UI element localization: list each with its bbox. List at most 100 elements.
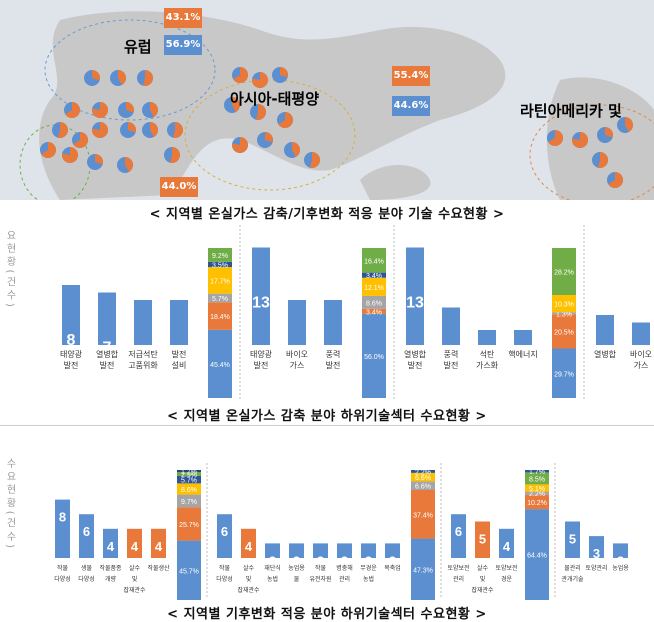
stack-segment-label: 29.7% <box>554 371 574 378</box>
stack-segment-label: 3.5% <box>212 262 228 269</box>
asia-top-pct: 55.4% <box>392 66 430 86</box>
country-pie-wedge <box>125 157 133 173</box>
divider <box>0 425 654 426</box>
bar <box>288 300 306 345</box>
bar <box>241 528 256 558</box>
category-label: 태양광 <box>250 349 273 359</box>
bar-value-label: 7 <box>103 340 112 357</box>
region-label-latin-america: 라틴아메리카 및 <box>520 102 622 120</box>
category-label: 발전 <box>100 360 115 370</box>
stack-segment <box>362 295 386 309</box>
stack-segment <box>208 293 232 303</box>
bar <box>62 285 80 345</box>
category-label: 및 <box>132 576 138 583</box>
category-label: 작물 <box>219 565 231 572</box>
bar <box>127 528 142 558</box>
bar <box>170 300 188 345</box>
bar <box>514 330 532 345</box>
bar <box>134 300 152 345</box>
stack-segment <box>208 267 232 294</box>
category-label: 작물품종 <box>99 565 122 572</box>
bar-value-label: 3 <box>593 546 600 561</box>
caption-mitigation: < 지역별 온실가스 감축 분야 하위기술섹터 수요현황 > <box>167 409 487 424</box>
category-label: 농업용 <box>288 564 305 572</box>
bar-value-label: 4 <box>107 539 115 554</box>
category-label: 발전 <box>172 349 187 359</box>
country-pie-wedge <box>128 122 136 133</box>
stack-segment-label: 1.7% <box>529 469 545 476</box>
category-label: 살수 <box>477 564 489 572</box>
category-label: 발전 <box>444 360 459 370</box>
bar-value-label: 5 <box>479 532 486 547</box>
category-label: 열병합 <box>96 350 119 359</box>
category-label: 관리 <box>339 575 350 583</box>
stack-segment <box>552 314 576 349</box>
adaptation-chart: 수 요 현 황 ( 건 수 ) 8 작물 다양성 6 생물 다양성 4 작물품종 개량 4 살수 및 잡… <box>0 458 654 603</box>
country-pie-wedge <box>256 104 267 121</box>
bar <box>613 543 628 558</box>
stack-segment-label: 2.9% <box>181 472 197 479</box>
country-pie-wedge <box>41 142 56 158</box>
bar-value-label: 6 <box>293 347 302 364</box>
stack-segment <box>177 507 201 541</box>
caption-adaptation: < 지역별 기후변화 적응 분야 하위기술섹터 수요현황 > <box>167 607 487 622</box>
country-pie-wedge <box>61 147 78 163</box>
bar <box>265 543 280 558</box>
stack-segment-label: 8.6% <box>181 487 197 494</box>
stack-segment-label: 25.7% <box>179 522 199 529</box>
stack-segment <box>552 248 576 295</box>
category-label: 농법 <box>363 575 374 583</box>
country-pie-wedge <box>598 152 608 168</box>
bar <box>337 543 352 558</box>
map-background <box>19 11 654 200</box>
country-pie-wedge <box>92 70 101 81</box>
stack-segment <box>525 509 549 600</box>
category-label: 태양광 <box>60 349 83 359</box>
bar <box>442 307 460 345</box>
bar-value-label: 5 <box>447 355 456 372</box>
category-label: 살수 <box>129 564 141 572</box>
stack-segment <box>411 538 435 600</box>
bar <box>79 514 94 558</box>
bar <box>406 247 424 345</box>
category-label: 열병합 <box>404 350 427 359</box>
chart2-ylabel: 수 요 현 황 ( 건 수 ) <box>4 458 15 549</box>
bar <box>324 300 342 345</box>
bar-value-label: 4 <box>601 362 610 379</box>
category-label: 석탄 <box>480 349 495 359</box>
stack-segment <box>525 491 549 495</box>
stack-segment <box>525 472 549 485</box>
category-label: 관리 <box>453 575 464 583</box>
country-pie-wedge <box>92 102 108 118</box>
bar-value-label: 6 <box>83 524 90 539</box>
country-pie-wedge <box>608 172 623 189</box>
category-label: 물관리 <box>564 564 581 572</box>
bar-value-label: 2 <box>269 553 276 568</box>
bar-value-label: 13 <box>406 295 424 312</box>
bar <box>103 528 118 558</box>
stack-segment <box>208 302 232 330</box>
stack-segment-label: 3.4% <box>366 309 382 316</box>
stack-segment <box>208 248 232 262</box>
stack-segment-label: 16.4% <box>364 258 384 265</box>
category-label: 토양보전 <box>495 564 517 572</box>
category-label: 작물 <box>57 565 69 572</box>
category-label: 작물 <box>315 565 327 572</box>
category-label: 개량 <box>105 575 117 583</box>
category-label: 잡재관수 <box>237 586 260 594</box>
stack-segment <box>177 472 201 476</box>
stack-segment-label: 12.1% <box>364 285 384 292</box>
bar <box>385 543 400 558</box>
category-label: 목축업 <box>384 564 401 572</box>
stack-segment-label: 5.7% <box>212 296 228 303</box>
bar-value-label: 2 <box>341 553 348 568</box>
category-label: 핵에너지 <box>508 349 537 359</box>
bar <box>565 521 580 558</box>
category-label: 잡재관수 <box>123 586 146 594</box>
bar <box>589 536 604 558</box>
caption-map: < 지역별 온실가스 감축/기후변화 적응 분야 기술 수요현황 > <box>149 207 505 222</box>
stack-segment-label: 20.5% <box>554 329 574 336</box>
bar <box>313 543 328 558</box>
stack-segment-label: 9.7% <box>181 499 197 506</box>
